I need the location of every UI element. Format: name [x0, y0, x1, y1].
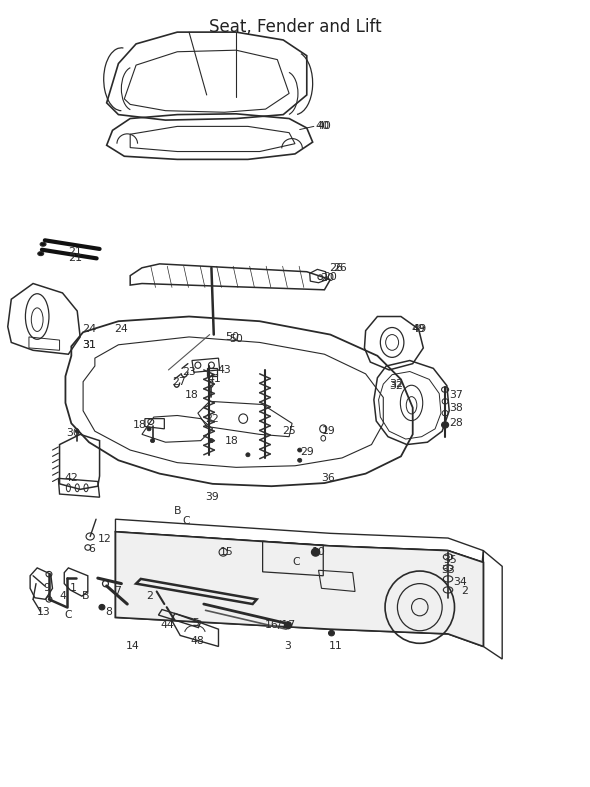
- Ellipse shape: [209, 438, 214, 442]
- Text: 36: 36: [322, 473, 335, 483]
- Ellipse shape: [297, 448, 301, 452]
- Text: 7: 7: [114, 586, 120, 597]
- Text: 31: 31: [82, 340, 96, 349]
- Polygon shape: [116, 532, 483, 646]
- Text: 2: 2: [461, 586, 468, 597]
- Text: 26: 26: [329, 263, 343, 273]
- Ellipse shape: [297, 458, 301, 462]
- Text: 38: 38: [449, 403, 463, 412]
- Text: 1: 1: [70, 583, 77, 593]
- Text: C: C: [182, 515, 189, 526]
- Ellipse shape: [441, 422, 448, 428]
- Text: 21: 21: [68, 247, 82, 257]
- Text: 13: 13: [37, 607, 51, 617]
- Text: 49: 49: [412, 324, 425, 334]
- Text: 6: 6: [88, 544, 94, 554]
- Text: 49: 49: [413, 324, 427, 334]
- Text: 20: 20: [320, 273, 334, 283]
- Text: 50: 50: [225, 332, 240, 342]
- Text: 26: 26: [333, 263, 347, 273]
- Text: 10: 10: [312, 547, 325, 557]
- Ellipse shape: [284, 622, 291, 629]
- Text: 44: 44: [161, 620, 175, 630]
- Text: 15: 15: [219, 547, 234, 557]
- Text: 4: 4: [60, 591, 67, 601]
- Text: 18: 18: [133, 420, 147, 430]
- Ellipse shape: [329, 630, 335, 636]
- Text: 33: 33: [441, 565, 455, 575]
- Text: 48: 48: [190, 636, 204, 646]
- Ellipse shape: [99, 604, 105, 610]
- Text: 34: 34: [453, 577, 467, 587]
- Text: 20: 20: [323, 272, 337, 283]
- Ellipse shape: [76, 430, 79, 433]
- Ellipse shape: [150, 438, 155, 442]
- Text: 41: 41: [208, 375, 222, 384]
- Text: 43: 43: [217, 365, 231, 375]
- Text: 16/17: 16/17: [264, 620, 296, 630]
- Text: 9: 9: [43, 583, 50, 593]
- Text: 18: 18: [224, 436, 238, 445]
- Text: 12: 12: [98, 534, 112, 544]
- Text: 27: 27: [172, 377, 186, 386]
- Text: 5: 5: [192, 618, 199, 628]
- Text: C: C: [292, 557, 300, 567]
- Text: B: B: [174, 506, 182, 516]
- Ellipse shape: [38, 252, 44, 256]
- Ellipse shape: [40, 242, 46, 246]
- Text: C: C: [64, 610, 72, 620]
- Text: 18: 18: [184, 390, 198, 400]
- Text: 25: 25: [282, 427, 296, 436]
- Ellipse shape: [147, 427, 151, 430]
- Text: 42: 42: [64, 473, 78, 483]
- Text: 32: 32: [389, 379, 404, 389]
- Text: Seat, Fender and Lift: Seat, Fender and Lift: [209, 18, 381, 36]
- Text: 8: 8: [106, 607, 112, 617]
- Text: 28: 28: [449, 419, 463, 428]
- Text: 32: 32: [389, 381, 403, 390]
- Text: 23: 23: [182, 367, 196, 376]
- Text: 14: 14: [126, 641, 139, 652]
- Ellipse shape: [312, 549, 320, 556]
- Ellipse shape: [103, 581, 109, 587]
- Text: 21: 21: [68, 253, 83, 263]
- Text: 24: 24: [114, 324, 127, 334]
- Text: 30: 30: [67, 428, 80, 438]
- Text: 24: 24: [82, 324, 96, 334]
- Text: 39: 39: [205, 492, 219, 502]
- Text: 3: 3: [284, 641, 291, 652]
- Text: 40: 40: [316, 121, 330, 131]
- Text: 19: 19: [322, 427, 335, 436]
- Text: 2: 2: [147, 591, 153, 601]
- Text: 50: 50: [229, 334, 243, 343]
- Text: 37: 37: [449, 390, 463, 400]
- Text: 22: 22: [205, 414, 219, 423]
- Text: 11: 11: [329, 641, 343, 652]
- Text: 40: 40: [317, 121, 331, 131]
- Text: 31: 31: [82, 340, 96, 349]
- Text: 29: 29: [300, 448, 313, 457]
- Text: B: B: [82, 591, 90, 601]
- Ellipse shape: [246, 453, 250, 456]
- Text: 35: 35: [443, 555, 457, 565]
